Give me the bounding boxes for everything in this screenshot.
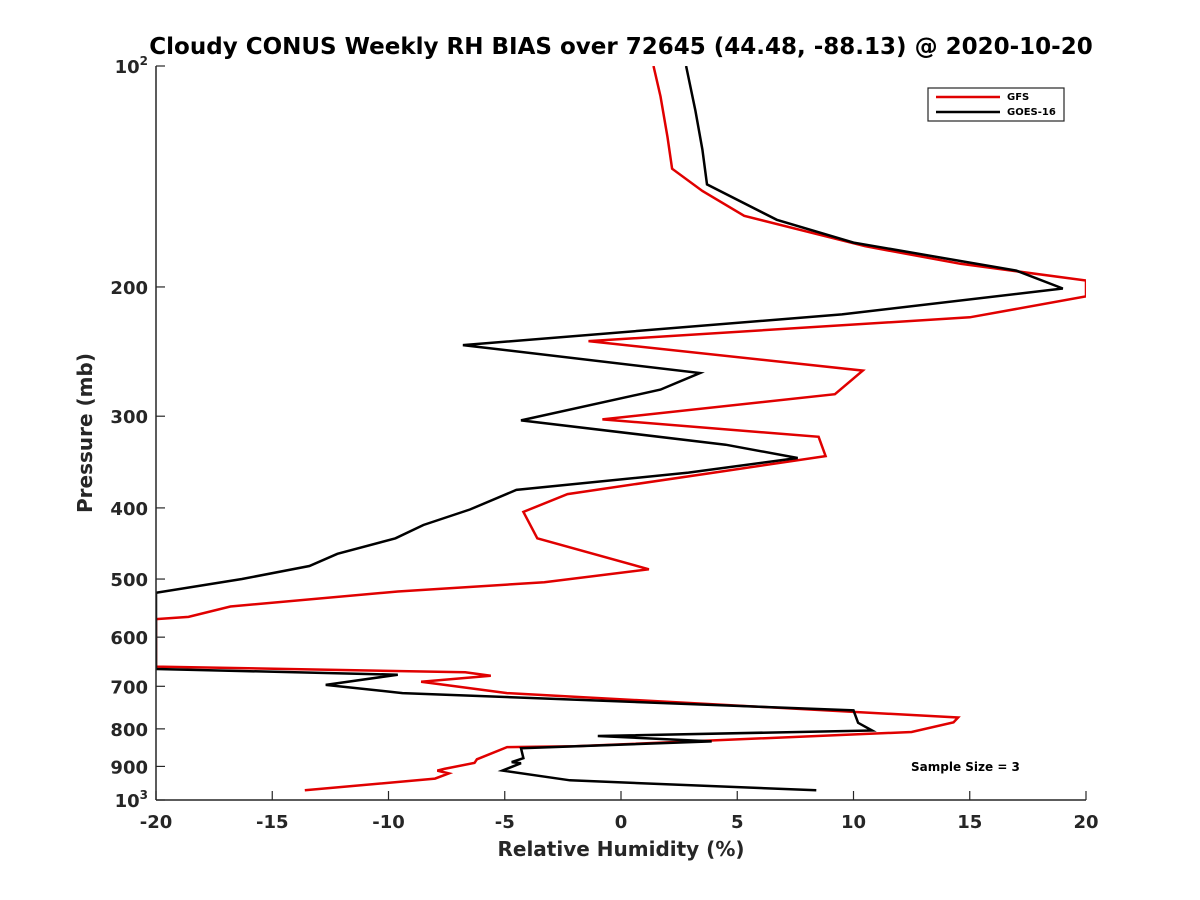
y-tick-label: 600: [110, 628, 148, 649]
legend-label-gfs: GFS: [1007, 92, 1029, 103]
x-tick-label: -5: [495, 812, 515, 833]
y-tick-label: 300: [110, 407, 148, 428]
y-tick-label: 900: [110, 757, 148, 778]
y-tick-label: 400: [110, 499, 148, 520]
legend-box: [927, 87, 1065, 122]
x-axis-label: Relative Humidity (%): [497, 837, 744, 861]
x-tick-label: 5: [731, 812, 744, 833]
y-tick-label: 800: [110, 720, 148, 741]
chart-title: Cloudy CONUS Weekly RH BIAS over 72645 (…: [149, 34, 1092, 60]
x-tick-label: 0: [615, 812, 628, 833]
y-tick-label: 103: [115, 788, 148, 812]
y-ticks: 102 200 300 400 500 600 700 800 900 103: [110, 54, 165, 812]
legend-label-goes16: GOES-16: [1007, 107, 1056, 118]
y-tick-label: 500: [110, 570, 148, 591]
x-tick-label: 10: [841, 812, 866, 833]
x-tick-label: -20: [140, 812, 173, 833]
x-tick-label: -10: [372, 812, 405, 833]
y-tick-label: 102: [115, 54, 148, 78]
y-axis-label: Pressure (mb): [73, 353, 97, 513]
y-tick-label: 200: [110, 278, 148, 299]
series-line-gfs: [156, 66, 1086, 792]
x-tick-label: 15: [957, 812, 982, 833]
x-tick-label: 20: [1073, 812, 1098, 833]
y-tick-label: 700: [110, 677, 148, 698]
series-layer: [156, 66, 1086, 792]
x-tick-label: -15: [256, 812, 289, 833]
legend: GFS GOES-16: [927, 87, 1065, 122]
sample-size-annotation: Sample Size = 3: [911, 760, 1020, 774]
series-line-goes16: [156, 66, 1064, 792]
x-ticks: -20 -15 -10 -5 0 5 10 15 20: [140, 791, 1099, 833]
